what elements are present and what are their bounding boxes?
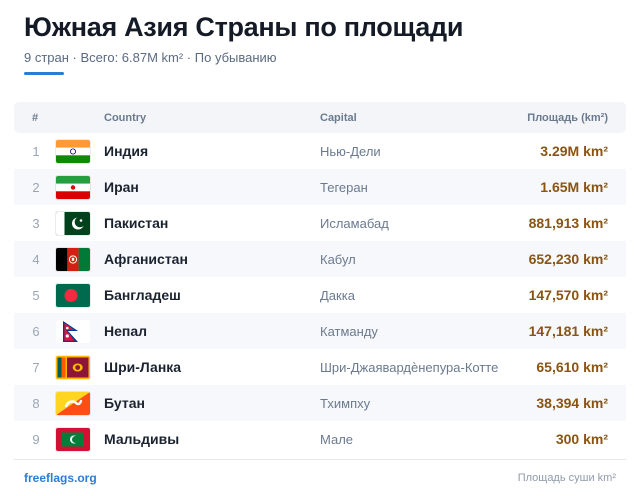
area-value: 38,394 km² [536, 395, 608, 411]
area-value: 65,610 km² [536, 359, 608, 375]
capital-name: Мале [320, 432, 354, 447]
capital-name: Кабул [320, 252, 356, 267]
capital-name: Тхимпху [320, 396, 371, 411]
table-row: 9 Мальдивы Мале 300 km² [14, 421, 626, 457]
table-row: 1 Индия Нью-Дели 3.29M km² [14, 133, 626, 169]
row-number: 8 [32, 396, 40, 411]
footer-divider [14, 459, 626, 460]
maldives-flag-icon [56, 428, 90, 451]
row-number: 3 [32, 216, 40, 231]
bhutan-flag-icon [56, 392, 90, 415]
row-number: 4 [32, 252, 40, 267]
iran-flag-icon [56, 176, 90, 199]
pakistan-flag-icon [56, 212, 90, 235]
table-row: 7 Шри-Ланка Шри-Джаявардѐнепура-Котте 65… [14, 349, 626, 385]
area-value: 147,570 km² [528, 287, 608, 303]
title-accent-bar [24, 72, 64, 75]
page-subtitle: 9 стран · Всего: 6.87M km² · По убыванию [24, 50, 277, 65]
capital-name: Катманду [320, 324, 378, 339]
table-row: 5 Бангладеш Дакка 147,570 km² [14, 277, 626, 313]
table-row: 8 Бутан Тхимпху 38,394 km² [14, 385, 626, 421]
area-value: 3.29M km² [540, 143, 608, 159]
row-number: 2 [32, 180, 40, 195]
bangladesh-flag-icon [56, 284, 90, 307]
table-row: 2 Иран Тегеран 1.65M km² [14, 169, 626, 205]
country-name: Иран [104, 179, 139, 195]
area-value: 652,230 km² [528, 251, 608, 267]
capital-name: Шри-Джаявардѐнепура-Котте [320, 360, 499, 375]
capital-name: Нью-Дели [320, 144, 381, 159]
column-header-area: Площадь (km²) [527, 112, 608, 124]
column-header-num: # [32, 112, 39, 124]
country-name: Афганистан [104, 251, 188, 267]
afghanistan-flag-icon [56, 248, 90, 271]
row-number: 9 [32, 432, 40, 447]
india-flag-icon [56, 140, 90, 163]
country-name: Непал [104, 323, 148, 339]
country-name: Индия [104, 143, 149, 159]
capital-name: Тегеран [320, 180, 368, 195]
sri-lanka-flag-icon [56, 356, 90, 379]
row-number: 6 [32, 324, 40, 339]
table-row: 4 Афганистан Кабул 652,230 km² [14, 241, 626, 277]
country-name: Мальдивы [104, 431, 180, 447]
table-row: 3 Пакистан Исламабад 881,913 km² [14, 205, 626, 241]
country-name: Бутан [104, 395, 145, 411]
page-title: Южная Азия Страны по площади [24, 12, 464, 42]
capital-name: Исламабад [320, 216, 389, 231]
area-value: 147,181 km² [528, 323, 608, 339]
country-name: Шри-Ланка [104, 359, 182, 375]
country-name: Бангладеш [104, 287, 181, 303]
table-row: 6 Непал Катманду 147,181 km² [14, 313, 626, 349]
source-link[interactable]: freeflags.org [24, 471, 97, 485]
capital-name: Дакка [320, 288, 355, 303]
row-number: 1 [32, 144, 40, 159]
row-number: 7 [32, 360, 40, 375]
table-header: # Country Capital Площадь (km²) [14, 102, 626, 133]
row-number: 5 [32, 288, 40, 303]
column-header-country: Country [104, 112, 147, 124]
area-value: 1.65M km² [540, 179, 608, 195]
column-header-capital: Capital [320, 112, 357, 124]
area-value: 300 km² [555, 431, 608, 447]
countries-table: # Country Capital Площадь (km²) 1 Индия … [14, 102, 626, 457]
nepal-flag-icon [56, 320, 90, 343]
footer-note: Площадь суши km² [517, 472, 616, 484]
country-name: Пакистан [104, 215, 169, 231]
area-value: 881,913 km² [528, 215, 608, 231]
